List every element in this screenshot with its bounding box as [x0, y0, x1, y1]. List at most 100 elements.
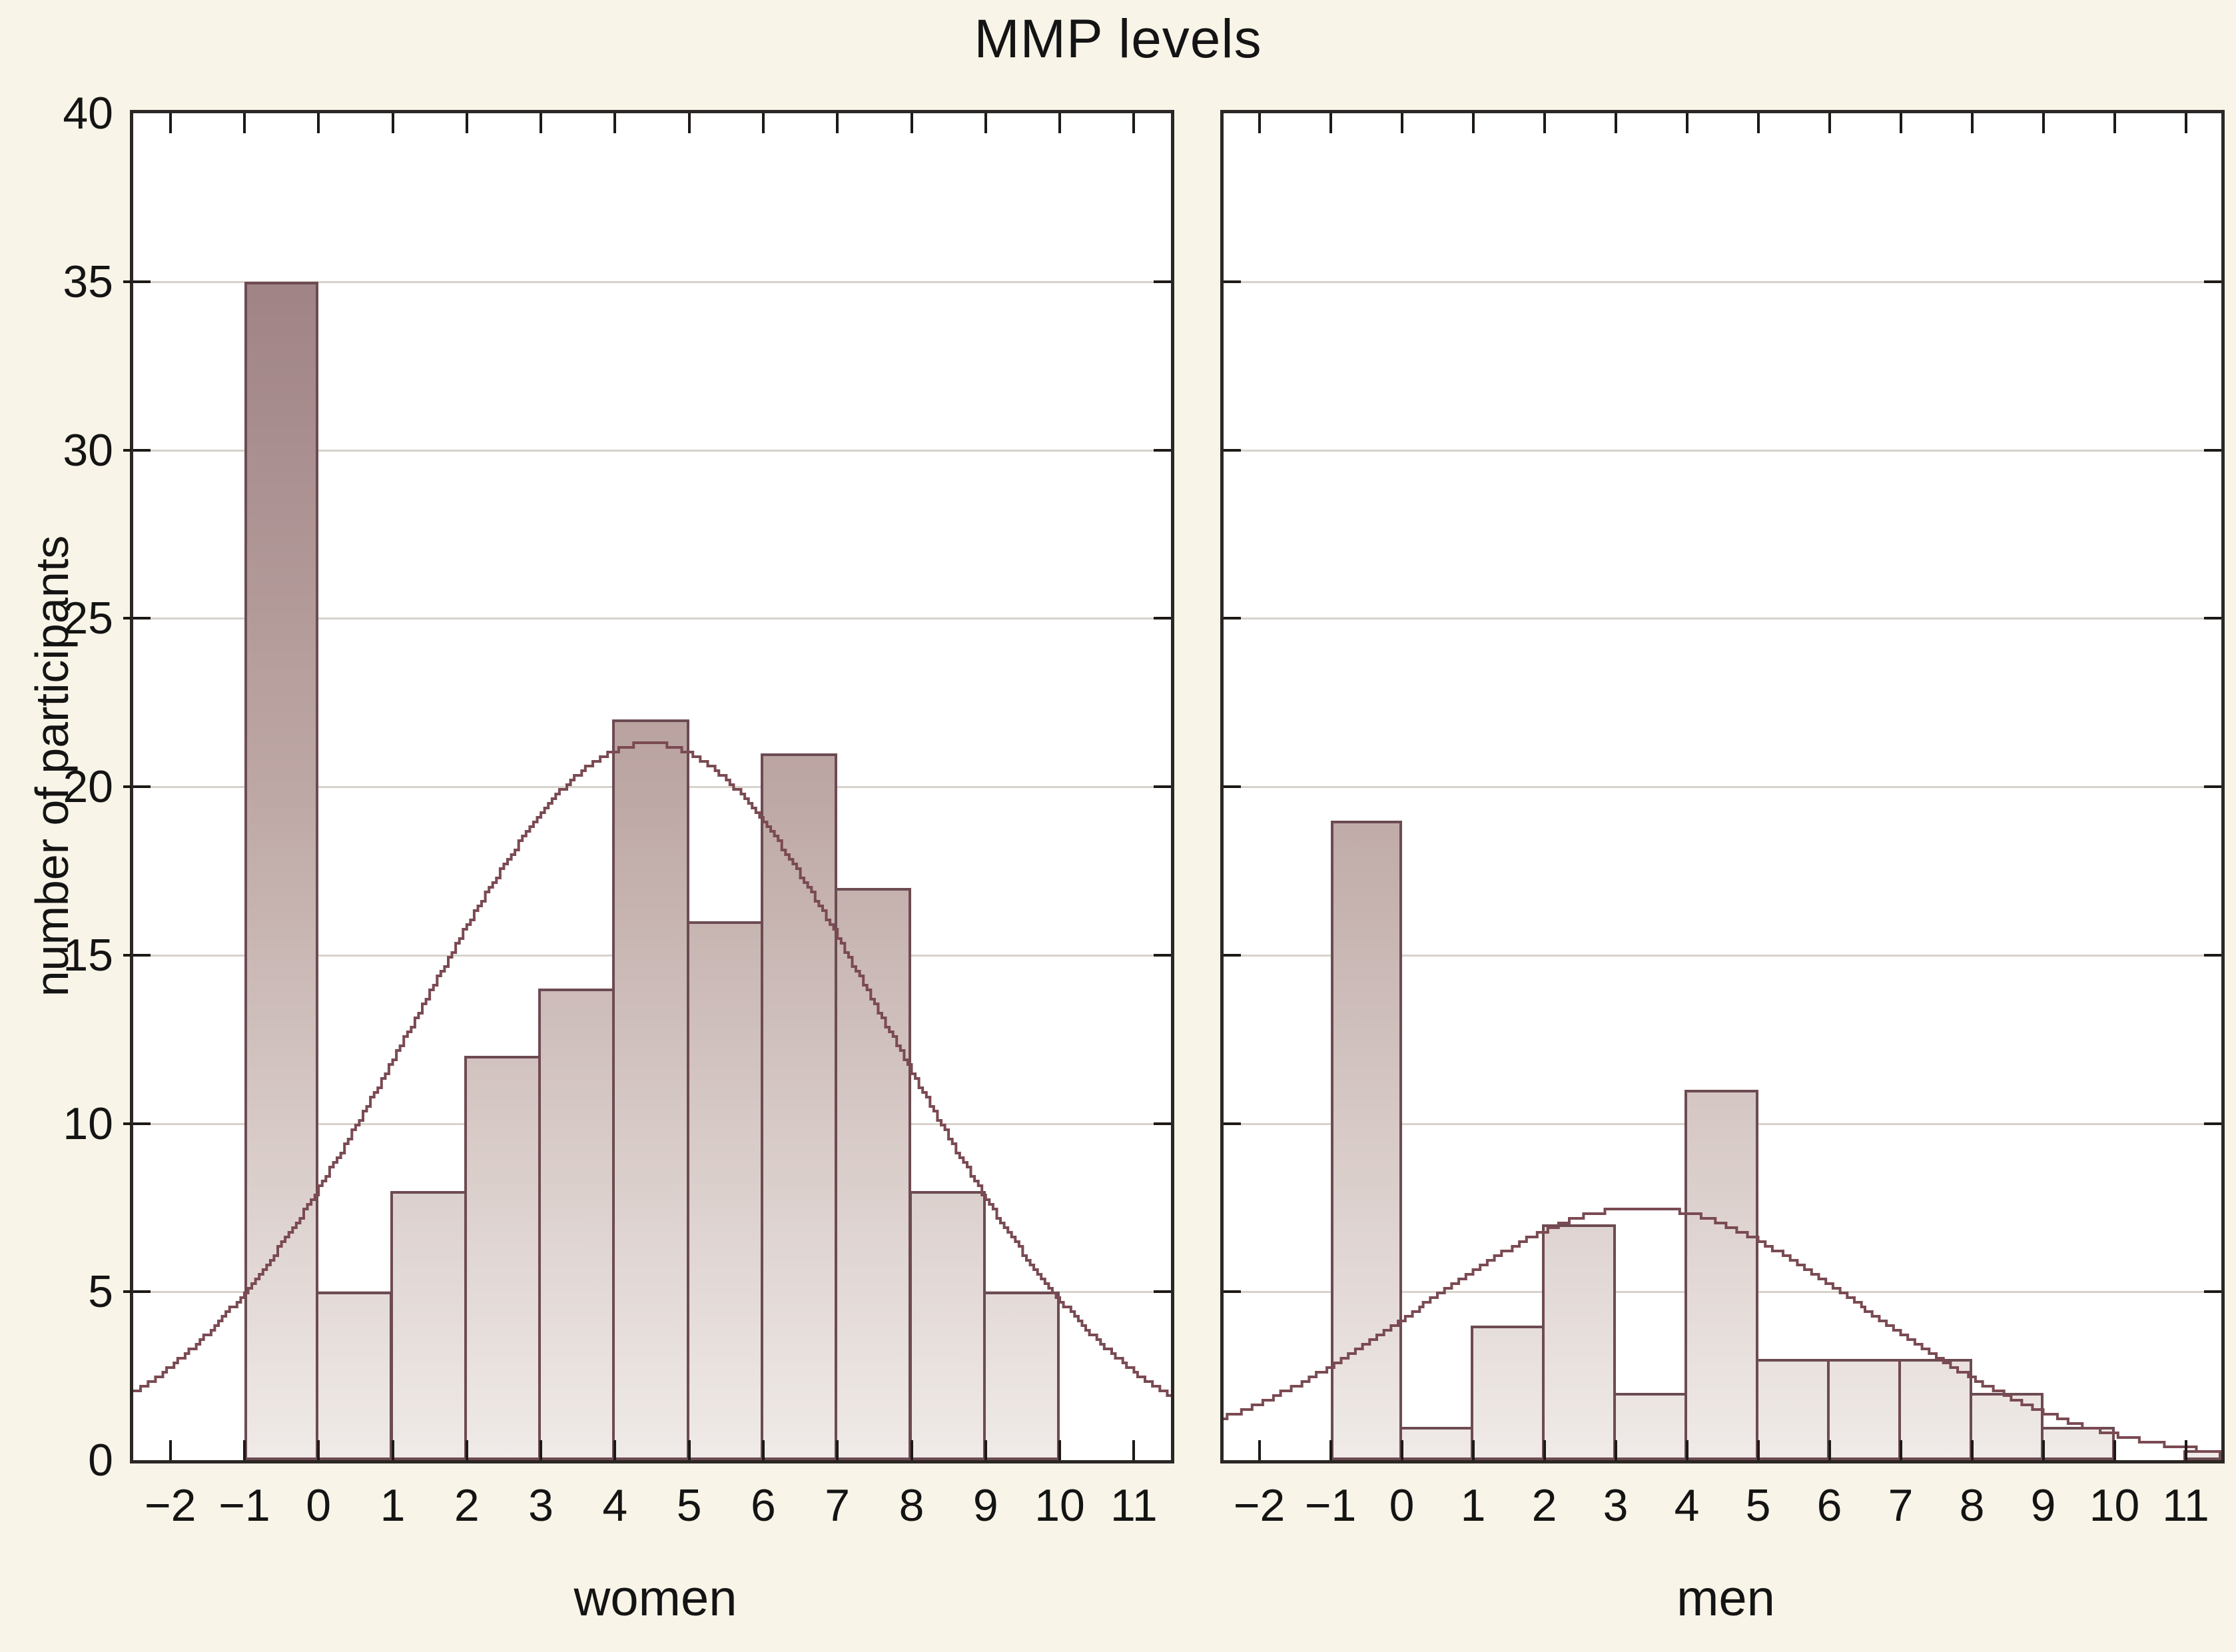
x-tick-label: 3: [1603, 1480, 1629, 1531]
x-tick-mark: [2184, 113, 2187, 133]
x-tick-mark: [836, 1440, 839, 1460]
x-tick-mark: [1970, 113, 1974, 133]
y-tick-mark: [2204, 280, 2221, 283]
x-tick-mark: [1756, 1440, 1760, 1460]
y-tick-label: 10: [63, 1098, 113, 1149]
women-panel: [130, 110, 1174, 1463]
gridline: [1224, 618, 2221, 620]
x-tick-mark: [836, 113, 839, 133]
y-tick-label: 15: [63, 929, 113, 981]
x-tick-mark: [2184, 1440, 2187, 1460]
x-tick-label: 5: [676, 1480, 702, 1531]
gridline: [1224, 280, 2221, 283]
y-tick-mark: [1154, 785, 1171, 788]
y-tick-mark: [1154, 1122, 1171, 1125]
x-tick-label: 0: [1389, 1480, 1415, 1531]
normal-curve: [1224, 1208, 2221, 1453]
y-tick-mark: [2204, 1290, 2221, 1294]
y-tick-mark: [2204, 953, 2221, 957]
gridline: [133, 280, 1171, 283]
x-tick-mark: [540, 1440, 543, 1460]
y-outside-tick-mark: [123, 785, 131, 788]
histogram-bar: [760, 753, 838, 1460]
y-tick-mark: [1154, 448, 1171, 452]
normal-curve-path: [1224, 1208, 2221, 1453]
y-tick-label: 35: [63, 256, 113, 307]
x-tick-mark: [391, 113, 394, 133]
normal-curve: [133, 741, 1171, 1397]
x-tick-label: −1: [1304, 1480, 1357, 1531]
x-tick-mark: [613, 113, 617, 133]
x-tick-mark: [687, 113, 691, 133]
x-tick-label: 4: [602, 1480, 628, 1531]
x-tick-mark: [1471, 113, 1475, 133]
x-tick-mark: [613, 1440, 617, 1460]
x-tick-mark: [1828, 1440, 1831, 1460]
x-tick-mark: [1329, 113, 1332, 133]
y-tick-mark: [1224, 785, 1241, 788]
gridline: [133, 449, 1171, 452]
x-tick-label: −2: [144, 1480, 196, 1531]
women-caption: women: [573, 1570, 737, 1627]
y-tick-mark: [2204, 617, 2221, 620]
x-tick-label: 7: [1888, 1480, 1914, 1531]
x-tick-label: 6: [751, 1480, 776, 1531]
y-outside-tick-mark: [123, 617, 131, 620]
x-tick-label: 3: [528, 1480, 554, 1531]
x-tick-mark: [1543, 113, 1546, 133]
x-tick-mark: [1400, 113, 1403, 133]
y-tick-label: 0: [88, 1435, 113, 1485]
x-tick-mark: [687, 1440, 691, 1460]
x-tick-label: 7: [825, 1480, 851, 1531]
x-tick-label: 5: [1745, 1480, 1771, 1531]
x-tick-mark: [465, 1440, 468, 1460]
y-tick-label: 30: [63, 424, 113, 476]
x-tick-mark: [1828, 113, 1831, 133]
x-tick-mark: [1899, 1440, 1902, 1460]
x-tick-label: 1: [1460, 1480, 1486, 1531]
x-tick-label: 10: [2089, 1480, 2140, 1531]
gridline: [1224, 954, 2221, 957]
x-tick-mark: [1058, 113, 1062, 133]
y-tick-mark: [1154, 1290, 1171, 1294]
x-tick-mark: [2113, 113, 2116, 133]
y-tick-mark: [133, 785, 151, 788]
x-tick-mark: [984, 1440, 987, 1460]
x-tick-mark: [317, 113, 320, 133]
x-tick-mark: [1258, 1440, 1261, 1460]
y-tick-mark: [2204, 1122, 2221, 1125]
x-tick-mark: [761, 113, 765, 133]
y-tick-mark: [133, 1122, 151, 1125]
y-tick-mark: [133, 448, 151, 452]
gridline: [1224, 786, 2221, 788]
y-outside-tick-mark: [123, 1122, 131, 1125]
x-tick-mark: [761, 1440, 765, 1460]
y-tick-mark: [1224, 1122, 1241, 1125]
y-tick-mark: [1154, 953, 1171, 957]
y-tick-mark: [1224, 1290, 1241, 1294]
x-tick-mark: [169, 1440, 172, 1460]
y-outside-tick-mark: [123, 953, 131, 957]
histogram-bar: [835, 887, 912, 1460]
x-tick-mark: [317, 1440, 320, 1460]
x-tick-mark: [1329, 1440, 1332, 1460]
x-tick-label: −2: [1233, 1480, 1286, 1531]
x-tick-mark: [1471, 1440, 1475, 1460]
x-tick-mark: [1614, 113, 1617, 133]
y-tick-mark: [1224, 617, 1241, 620]
x-tick-mark: [1132, 1440, 1136, 1460]
y-tick-mark: [1224, 953, 1241, 957]
x-tick-label: 2: [1531, 1480, 1557, 1531]
y-tick-mark: [1224, 448, 1241, 452]
y-tick-mark: [133, 280, 151, 283]
x-tick-mark: [1685, 1440, 1688, 1460]
x-tick-mark: [1899, 113, 1902, 133]
x-tick-label: 1: [380, 1480, 406, 1531]
x-tick-mark: [2113, 1440, 2116, 1460]
y-tick-label: 20: [63, 761, 113, 812]
y-tick-mark: [133, 953, 151, 957]
y-tick-mark: [2204, 448, 2221, 452]
histogram-bar: [1470, 1325, 1545, 1460]
y-tick-mark: [1224, 280, 1241, 283]
histogram-bar: [244, 281, 319, 1460]
